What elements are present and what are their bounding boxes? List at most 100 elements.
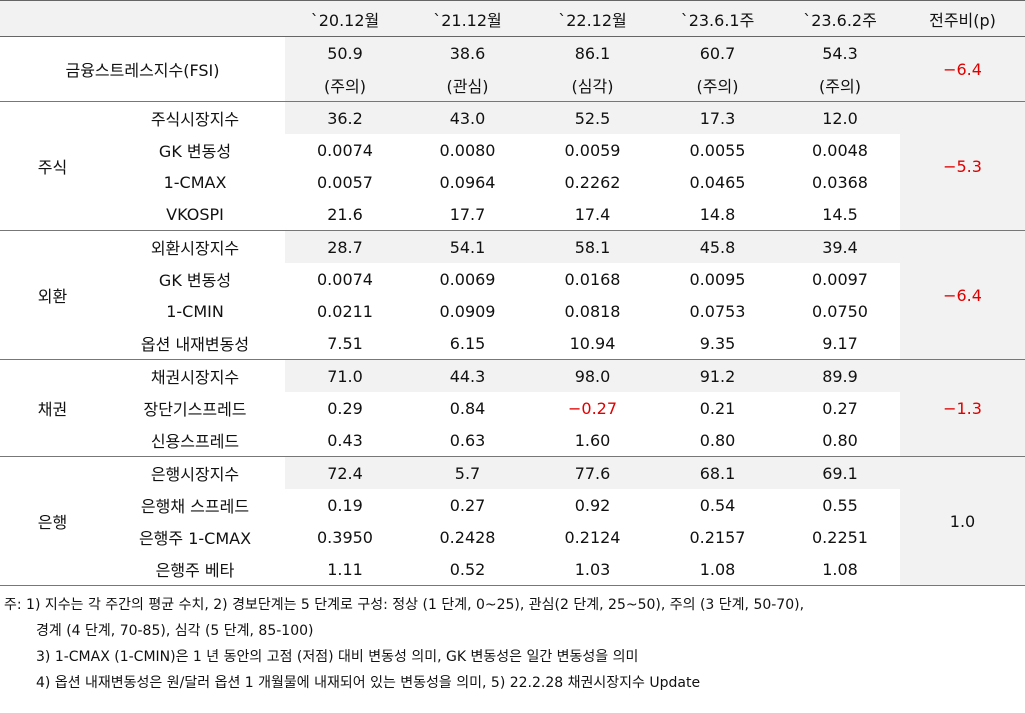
- row-label: 금융스트레스지수(FSI): [0, 36, 285, 102]
- column-header: `23.6.2주: [780, 0, 900, 37]
- fsi-status-row: (주의) (관심) (심각) (주의) (주의): [0, 69, 1025, 102]
- cell: (주의): [655, 69, 780, 102]
- cell: 0.63: [449, 430, 486, 450]
- cell: 52.5: [530, 101, 655, 134]
- cell: 77.6: [530, 456, 655, 489]
- cell: 0.0069: [439, 269, 496, 289]
- column-header: `20.12월: [285, 0, 405, 37]
- cell: 0.2251: [812, 527, 868, 547]
- cell: 36.2: [285, 101, 405, 134]
- cell: 86.1: [530, 36, 655, 69]
- cell: 0.21: [699, 398, 736, 418]
- data-row: 주식 주식시장지수 36.2 43.0 52.5 17.3 12.0 −5.3: [0, 101, 1025, 231]
- row-label: VKOSPI: [166, 204, 224, 224]
- cell: 17.7: [449, 204, 486, 224]
- cell: 44.3: [405, 359, 530, 392]
- cell: 0.19: [327, 495, 363, 515]
- data-row: 은행주 1-CMAX 0.3950 0.2428 0.2124 0.2157 0.2251: [0, 521, 1025, 553]
- cell: (심각): [530, 69, 655, 102]
- cell: 0.0080: [439, 140, 496, 160]
- cell: 69.1: [780, 456, 900, 489]
- cell: 60.7: [655, 36, 780, 69]
- cell: 0.0465: [689, 172, 746, 192]
- data-row: VKOSPI 21.6 17.7 17.4 14.8 14.5: [0, 198, 1025, 231]
- cell: 58.1: [530, 230, 655, 263]
- row-label: GK 변동성: [158, 142, 232, 161]
- cell: 54.1: [405, 230, 530, 263]
- cell: 28.7: [285, 230, 405, 263]
- cell: 71.0: [285, 359, 405, 392]
- cell: 0.2262: [564, 172, 621, 192]
- change: −6.4: [900, 230, 1025, 360]
- column-header: `23.6.1주: [655, 0, 780, 37]
- row-label: 은행주 베타: [105, 553, 285, 586]
- note-line: 3) 1-CMAX (1-CMIN)은 1 년 동안의 고점 (저점) 대비 변…: [36, 649, 639, 665]
- group-label: 주식: [0, 101, 105, 231]
- cell: 0.0074: [317, 140, 373, 160]
- cell: 50.9: [285, 36, 405, 69]
- cell: 0.2428: [439, 527, 496, 547]
- row-label: 1-CMIN: [166, 301, 224, 321]
- cell: 0.80: [699, 430, 736, 450]
- cell: 68.1: [655, 456, 780, 489]
- cell: 54.3: [780, 36, 900, 69]
- cell: 0.0059: [564, 140, 621, 160]
- cell: 0.43: [327, 430, 363, 450]
- row-label: 은행시장지수: [105, 456, 285, 489]
- cell: 1.03: [530, 553, 655, 586]
- cell: 0.0048: [812, 140, 868, 160]
- cell: 0.55: [822, 495, 858, 515]
- data-row: 옵션 내재변동성 7.51 6.15 10.94 9.35 9.17: [0, 327, 1025, 360]
- cell: 17.4: [574, 204, 611, 224]
- cell: 0.52: [405, 553, 530, 586]
- data-row: GK 변동성 0.0074 0.0080 0.0059 0.0055 0.0048: [0, 134, 1025, 166]
- cell: 45.8: [655, 230, 780, 263]
- cell: 0.0211: [317, 301, 373, 321]
- cell: 0.2124: [564, 527, 621, 547]
- data-row: 은행 은행시장지수 72.4 5.7 77.6 68.1 69.1 1.0: [0, 456, 1025, 586]
- row-label: 외환시장지수: [105, 230, 285, 263]
- cell: 14.8: [699, 204, 736, 224]
- cell: 0.0168: [564, 269, 621, 289]
- cell: 1.08: [655, 553, 780, 586]
- cell: (주의): [780, 69, 900, 102]
- data-row: GK 변동성 0.0074 0.0069 0.0168 0.0095 0.0097: [0, 263, 1025, 295]
- cell: 0.0909: [439, 301, 496, 321]
- cell: 0.0753: [689, 301, 746, 321]
- cell: 43.0: [405, 101, 530, 134]
- column-header: 전주비(p): [900, 0, 1025, 37]
- cell: 0.0964: [439, 172, 496, 192]
- corner: [0, 0, 285, 37]
- cell: 0.54: [699, 495, 736, 515]
- cell: 9.17: [822, 333, 858, 353]
- cell: 1.08: [780, 553, 900, 586]
- cell: 0.29: [327, 398, 363, 418]
- group-label: 은행: [0, 456, 105, 586]
- cell: 98.0: [530, 359, 655, 392]
- cell: 21.6: [327, 204, 363, 224]
- data-row: 1-CMIN 0.0211 0.0909 0.0818 0.0753 0.0750: [0, 295, 1025, 327]
- cell: 0.0055: [689, 140, 746, 160]
- row-label: 은행주 1-CMAX: [138, 529, 252, 548]
- cell: 38.6: [405, 36, 530, 69]
- row-label: 옵션 내재변동성: [140, 335, 250, 354]
- cell: 0.0818: [564, 301, 621, 321]
- row-label: 채권시장지수: [105, 359, 285, 392]
- data-row: 외환 외환시장지수 28.7 54.1 58.1 45.8 39.4 −6.4: [0, 230, 1025, 360]
- data-row: 장단기스프레드 0.29 0.84 −0.27 0.21 0.27: [0, 392, 1025, 424]
- cell: 0.0095: [689, 269, 746, 289]
- column-header: `21.12월: [405, 0, 530, 37]
- cell: 72.4: [285, 456, 405, 489]
- cell: 89.9: [780, 359, 900, 392]
- cell: 5.7: [405, 456, 530, 489]
- data-row: 신용스프레드 0.43 0.63 1.60 0.80 0.80: [0, 424, 1025, 457]
- cell: 0.92: [574, 495, 611, 515]
- cell: 0.27: [822, 398, 858, 418]
- cell: 39.4: [780, 230, 900, 263]
- notes: 주: 1) 지수는 각 주간의 평균 수치, 2) 경보단계는 5 단계로 구성…: [0, 592, 1025, 696]
- change: −6.4: [900, 36, 1025, 102]
- cell: 10.94: [569, 333, 616, 353]
- change: 1.0: [900, 456, 1025, 586]
- header-row: `20.12월 `21.12월 `22.12월 `23.6.1주 `23.6.2주 전주비…: [0, 0, 1025, 37]
